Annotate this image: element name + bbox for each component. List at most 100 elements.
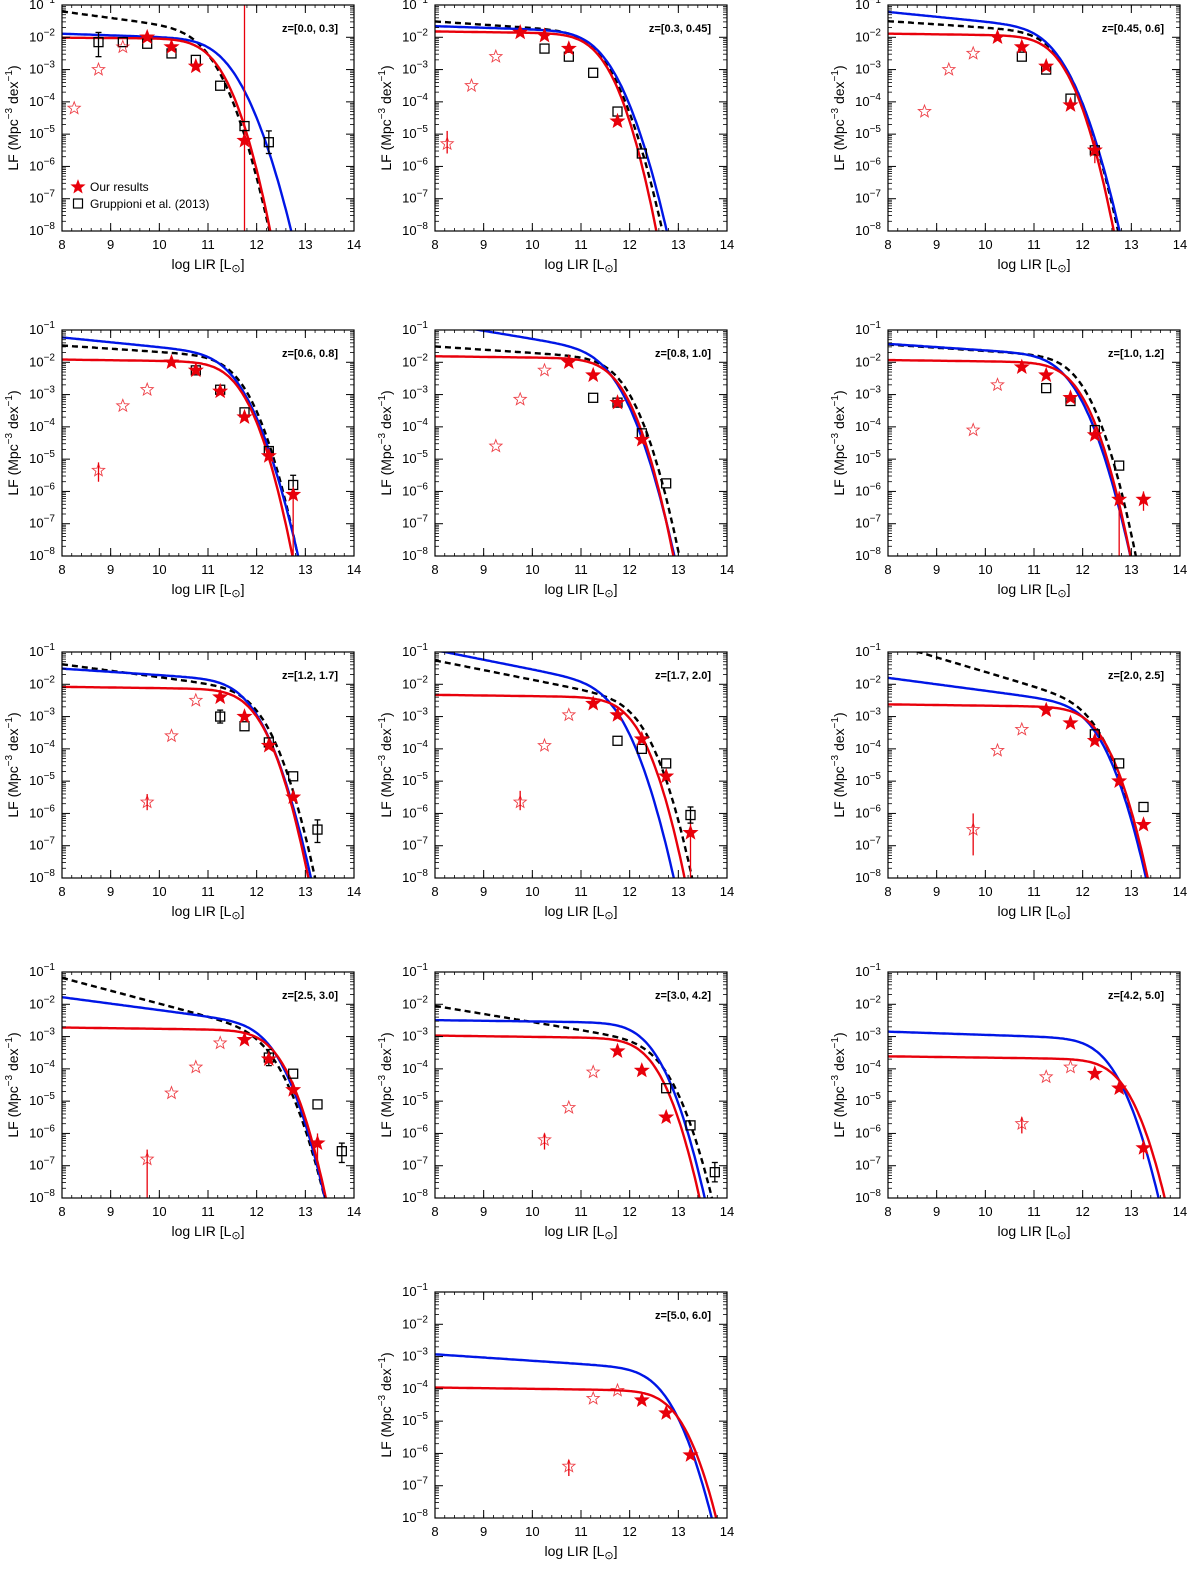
gruppioni-point bbox=[215, 711, 226, 722]
y-axis-label: LF (Mpc−3 dex−1) bbox=[4, 390, 21, 495]
plot-area bbox=[888, 342, 1152, 556]
our-fit-curve-red bbox=[435, 30, 658, 231]
y-tick-base: 10 bbox=[29, 870, 43, 885]
y-tick-base: 10 bbox=[855, 773, 869, 788]
y-tick-label: 10−2 bbox=[855, 352, 881, 369]
y-tick-label: 10−1 bbox=[855, 320, 881, 337]
plot-frame bbox=[434, 651, 728, 879]
gruppioni-point bbox=[288, 771, 299, 782]
x-tick-label: 10 bbox=[152, 562, 166, 577]
our-point-open bbox=[139, 381, 155, 397]
our-point-filled bbox=[1038, 57, 1055, 74]
our-point-filled bbox=[633, 431, 650, 447]
y-tick-label: 10−1 bbox=[402, 0, 428, 12]
our-point-open bbox=[512, 391, 528, 406]
y-tick-label: 10−7 bbox=[855, 1156, 881, 1173]
plot-frame bbox=[61, 329, 355, 557]
our-point-filled bbox=[1111, 491, 1128, 507]
our-point-open bbox=[537, 362, 552, 377]
y-tick-label: 10−2 bbox=[855, 994, 881, 1011]
y-tick-label: 10−1 bbox=[855, 962, 881, 979]
y-tick-label: 10−1 bbox=[29, 0, 55, 12]
gruppioni-point bbox=[661, 758, 672, 769]
y-axis-label: LF (Mpc−3 dex−1) bbox=[377, 1352, 394, 1457]
y-tick-label: 10−7 bbox=[402, 514, 428, 531]
y-tick-base: 10 bbox=[855, 387, 869, 402]
gruppioni-point bbox=[93, 36, 104, 48]
y-tick-label: 10−6 bbox=[855, 1123, 881, 1140]
y-tick-exp: −4 bbox=[417, 417, 429, 428]
y-tick-exp: −1 bbox=[417, 1282, 429, 1293]
y-tick-base: 10 bbox=[855, 483, 869, 498]
y-tick-base: 10 bbox=[855, 870, 869, 885]
our-point-filled bbox=[236, 132, 253, 148]
our-point-open bbox=[188, 1059, 204, 1074]
y-tick-exp: −3 bbox=[417, 1347, 429, 1358]
x-axis-label: log LIR [L⊙] bbox=[997, 581, 1070, 600]
y-tick-base: 10 bbox=[29, 709, 43, 724]
x-axis-label-sub: ⊙ bbox=[231, 588, 240, 600]
y-axis-label: LF (Mpc−3 dex−1) bbox=[4, 1032, 21, 1137]
our-point-filled bbox=[285, 788, 302, 805]
y-tick-exp: −2 bbox=[417, 27, 429, 38]
redshift-label: z=[5.0, 6.0] bbox=[655, 1310, 711, 1322]
y-axis-label-unit: dex bbox=[5, 406, 21, 432]
y-tick-label: 10−7 bbox=[402, 1476, 428, 1493]
x-tick-label: 13 bbox=[298, 237, 312, 252]
x-tick-label: 11 bbox=[201, 237, 215, 252]
y-axis-label-main: LF (Mpc bbox=[378, 1086, 394, 1137]
y-tick-label: 10−1 bbox=[402, 1282, 428, 1299]
y-tick-base: 10 bbox=[402, 870, 416, 885]
x-axis-label: log LIR [L⊙] bbox=[171, 256, 244, 275]
our-point-filled bbox=[139, 28, 156, 45]
our-point-filled bbox=[585, 695, 602, 711]
y-tick-exp: −7 bbox=[44, 1156, 56, 1167]
schechter-fit-curve-blue bbox=[435, 24, 669, 231]
y-tick-label: 10−1 bbox=[855, 0, 881, 12]
x-tick-label: 8 bbox=[431, 1524, 438, 1539]
y-tick-label: 10−1 bbox=[402, 320, 428, 337]
our-fit-curve-red bbox=[435, 355, 675, 556]
y-tick-label: 10−1 bbox=[402, 642, 428, 659]
y-tick-label: 10−3 bbox=[855, 385, 881, 402]
our-point-open bbox=[585, 1064, 601, 1079]
gruppioni-fit-curve bbox=[62, 663, 317, 878]
x-tick-label: 10 bbox=[978, 884, 992, 899]
y-tick-label: 10−2 bbox=[29, 674, 55, 691]
our-point-filled bbox=[658, 1108, 675, 1125]
redshift-label: z=[1.7, 2.0] bbox=[655, 670, 711, 682]
y-tick-label: 10−7 bbox=[855, 189, 881, 206]
our-point-filled bbox=[536, 27, 553, 43]
x-tick-label: 9 bbox=[480, 884, 487, 899]
x-tick-label: 14 bbox=[1173, 884, 1187, 899]
our-point-filled bbox=[212, 382, 229, 399]
x-tick-label: 9 bbox=[480, 1524, 487, 1539]
y-axis-label-unit: dex bbox=[5, 728, 21, 754]
our-point-filled bbox=[1135, 816, 1152, 832]
x-tick-label: 14 bbox=[720, 1204, 734, 1219]
x-tick-label: 9 bbox=[107, 884, 114, 899]
x-axis-label: log LIR [L⊙] bbox=[544, 256, 617, 275]
our-point-open bbox=[941, 61, 957, 76]
our-point-filled bbox=[212, 688, 229, 705]
gruppioni-point bbox=[685, 809, 696, 821]
y-tick-base: 10 bbox=[402, 126, 416, 141]
y-tick-exp: −5 bbox=[44, 124, 56, 135]
x-tick-label: 8 bbox=[431, 1204, 438, 1219]
y-tick-base: 10 bbox=[29, 322, 43, 337]
y-tick-exp: −5 bbox=[417, 124, 429, 135]
y-tick-exp: −1 bbox=[44, 962, 56, 973]
y-tick-exp: −8 bbox=[417, 868, 429, 879]
y-tick-label: 10−5 bbox=[402, 449, 428, 466]
y-tick-label: 10−7 bbox=[402, 1156, 428, 1173]
y-tick-label: 10−4 bbox=[855, 739, 881, 756]
our-point-filled bbox=[285, 486, 302, 502]
gruppioni-point bbox=[288, 1068, 299, 1079]
y-tick-exp: −4 bbox=[44, 92, 56, 103]
x-tick-label: 10 bbox=[525, 884, 539, 899]
y-tick-exp: −4 bbox=[44, 417, 56, 428]
x-tick-label: 12 bbox=[622, 1204, 636, 1219]
plot-frame bbox=[61, 971, 355, 1199]
redshift-label: z=[0.6, 0.8] bbox=[282, 348, 338, 360]
y-axis-label: LF (Mpc−3 dex−1) bbox=[830, 712, 847, 817]
